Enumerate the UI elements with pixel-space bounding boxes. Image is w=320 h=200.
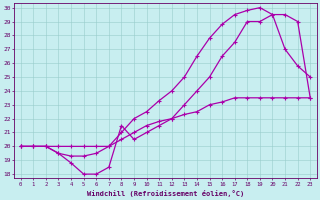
X-axis label: Windchill (Refroidissement éolien,°C): Windchill (Refroidissement éolien,°C)	[87, 190, 244, 197]
